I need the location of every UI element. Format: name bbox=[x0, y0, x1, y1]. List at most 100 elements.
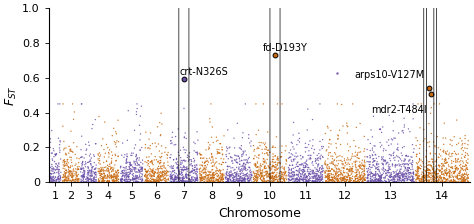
Point bbox=[161, 177, 169, 180]
Point bbox=[260, 161, 268, 165]
Point bbox=[399, 178, 406, 182]
Point bbox=[132, 170, 140, 174]
Point bbox=[98, 172, 106, 175]
Point bbox=[326, 138, 334, 141]
Point bbox=[146, 165, 153, 168]
Point bbox=[367, 177, 374, 181]
Point bbox=[356, 174, 364, 178]
Point bbox=[260, 177, 267, 180]
Point bbox=[209, 172, 216, 176]
Point bbox=[228, 176, 236, 180]
Point bbox=[124, 161, 132, 164]
Point bbox=[54, 165, 61, 169]
Point bbox=[271, 168, 279, 171]
Point bbox=[260, 157, 267, 161]
Point bbox=[368, 179, 376, 183]
Point bbox=[421, 137, 428, 141]
Point bbox=[325, 178, 333, 182]
Point bbox=[259, 151, 266, 155]
Point bbox=[114, 172, 121, 176]
Point bbox=[81, 170, 88, 173]
Point bbox=[256, 169, 264, 173]
Point bbox=[106, 174, 113, 177]
Point bbox=[424, 173, 431, 177]
Point bbox=[266, 172, 273, 176]
Point bbox=[216, 168, 223, 172]
Point bbox=[83, 177, 91, 180]
Point bbox=[252, 133, 260, 136]
Point bbox=[452, 176, 460, 179]
Point bbox=[381, 170, 388, 173]
Point bbox=[378, 167, 386, 171]
Point bbox=[409, 174, 417, 178]
Point bbox=[73, 171, 80, 175]
Point bbox=[312, 176, 320, 179]
Point bbox=[96, 174, 104, 177]
Point bbox=[199, 160, 206, 164]
Point bbox=[254, 165, 262, 169]
Point bbox=[417, 180, 425, 183]
Point bbox=[266, 166, 273, 169]
Point bbox=[438, 162, 446, 166]
Point bbox=[232, 174, 240, 178]
Point bbox=[397, 167, 405, 171]
Point bbox=[82, 160, 89, 164]
Point bbox=[340, 179, 347, 182]
Point bbox=[127, 161, 134, 164]
Point bbox=[103, 168, 110, 172]
Point bbox=[104, 180, 111, 183]
Point bbox=[404, 177, 411, 180]
Point bbox=[293, 173, 301, 177]
Point bbox=[266, 177, 274, 181]
Point bbox=[55, 172, 63, 176]
Point bbox=[331, 151, 338, 155]
Point bbox=[324, 163, 331, 166]
Point bbox=[437, 177, 445, 181]
Point bbox=[149, 169, 156, 173]
Point bbox=[366, 165, 374, 168]
Point bbox=[340, 178, 348, 181]
Point bbox=[334, 155, 342, 158]
Point bbox=[436, 170, 443, 173]
Point bbox=[369, 157, 376, 161]
Point bbox=[347, 167, 355, 170]
Point bbox=[155, 161, 163, 165]
Point bbox=[348, 169, 356, 172]
Point bbox=[391, 179, 399, 183]
Point bbox=[453, 166, 460, 169]
Point bbox=[210, 179, 217, 183]
Point bbox=[53, 166, 61, 170]
Point bbox=[414, 175, 421, 179]
Point bbox=[91, 171, 99, 175]
Point bbox=[263, 148, 270, 151]
Point bbox=[187, 163, 195, 167]
Point bbox=[392, 175, 400, 179]
Point bbox=[395, 173, 402, 177]
Point bbox=[261, 165, 268, 168]
Point bbox=[172, 174, 179, 178]
Point bbox=[379, 155, 387, 159]
Point bbox=[224, 165, 231, 168]
Point bbox=[121, 179, 128, 182]
Point bbox=[182, 148, 190, 152]
Point bbox=[338, 179, 346, 182]
Point bbox=[379, 173, 386, 177]
Point bbox=[234, 121, 241, 125]
Point bbox=[211, 180, 219, 183]
Point bbox=[322, 179, 329, 183]
Point bbox=[186, 158, 194, 162]
Point bbox=[287, 179, 294, 182]
Point bbox=[450, 179, 457, 183]
Point bbox=[226, 173, 234, 177]
Point bbox=[435, 164, 442, 167]
Point bbox=[299, 173, 307, 177]
Point bbox=[191, 164, 199, 167]
Point bbox=[250, 180, 257, 183]
Point bbox=[137, 114, 144, 118]
Point bbox=[251, 179, 258, 182]
Point bbox=[81, 156, 88, 160]
Point bbox=[172, 175, 179, 179]
Point bbox=[446, 155, 454, 158]
Point bbox=[66, 149, 74, 153]
Point bbox=[132, 155, 139, 158]
